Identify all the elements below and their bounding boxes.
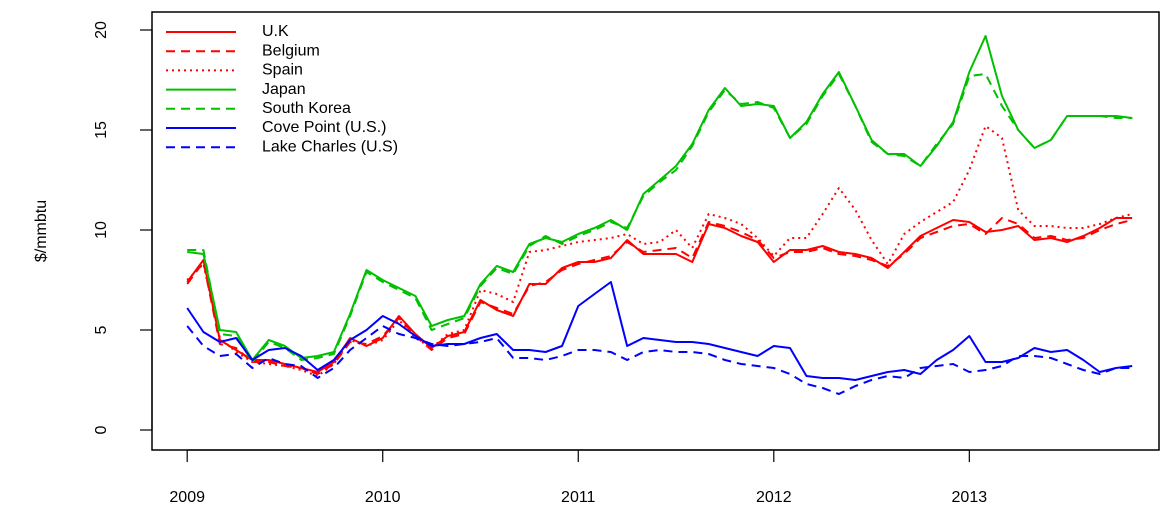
y-tick-label: 15 [93,121,110,139]
series-line [186,281,1133,381]
legend-label: Belgium [262,42,320,59]
y-tick-label: 0 [93,425,110,434]
legend-label: Lake Charles (U.S) [262,138,398,155]
legend-label: Spain [262,62,303,79]
x-tick-label: 2009 [169,489,205,506]
legend-label: U.K [262,23,289,40]
series-line [187,73,1133,363]
series-line [186,217,1133,373]
legend-label: Cove Point (U.S.) [262,119,386,136]
y-tick-label: 10 [93,221,110,239]
y-axis-label: $/mmbtu [33,200,50,262]
legend-label: Japan [262,81,306,98]
y-tick-label: 20 [93,21,110,39]
x-tick-label: 2013 [952,489,988,506]
x-tick-label: 2010 [365,489,401,506]
x-tick-label: 2012 [756,489,792,506]
x-tick-label: 2011 [561,489,596,506]
plot-box [151,11,1160,451]
y-tick-label: 5 [93,325,110,334]
legend-label: South Korea [262,100,351,117]
series-line [186,325,1133,395]
series-line [186,217,1133,375]
